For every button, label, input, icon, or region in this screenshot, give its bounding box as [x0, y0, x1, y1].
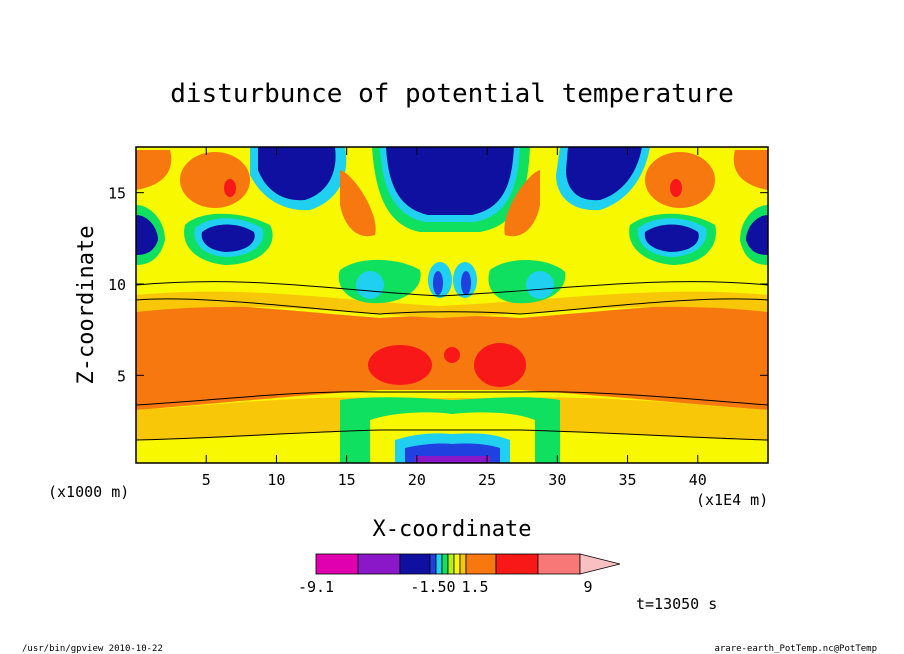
colorbar-swatch: [435, 553, 443, 575]
footer-left: /usr/bin/gpview 2010-10-22: [22, 644, 163, 654]
y-tick-label: 10: [108, 276, 126, 294]
colorbar-swatch: [399, 553, 431, 575]
x-tick-label: 35: [619, 471, 637, 489]
colorbar-tick-label: -9.1: [298, 578, 334, 596]
x-axis-label: X-coordinate: [373, 517, 532, 542]
x-tick-label: 30: [548, 471, 566, 489]
footer-right: arare-earth_PotTemp.nc@PotTemp: [714, 644, 877, 654]
y-axis-label: Z-coordinate: [74, 226, 99, 385]
y-tick-label: 5: [117, 367, 126, 385]
x-axis: 5 10 15 20 25 30 35 40: [202, 147, 707, 489]
colorbar-tick-label: -1.50: [410, 578, 455, 596]
colorbar-swatch: [459, 553, 467, 575]
x-tick-label: 25: [478, 471, 496, 489]
colorbar-swatch: [357, 553, 401, 575]
colorbar-tick-label: 9: [583, 578, 592, 596]
colorbar-tick-label: 1.5: [461, 578, 488, 596]
colorbar-swatch: [441, 553, 449, 575]
x-unit-label: (x1000 m): [48, 483, 129, 501]
colorbar-swatch: [465, 553, 497, 575]
colorbar-swatch: [315, 553, 359, 575]
contour-field: [136, 147, 768, 463]
colorbar-swatch: [447, 553, 455, 575]
colorbar-swatch: [495, 553, 539, 575]
colorbar-swatch: [453, 553, 461, 575]
plot-frame: [135, 146, 769, 464]
y-axis: 5 10 15: [108, 185, 768, 385]
chart-title: disturbunce of potential temperature: [170, 79, 734, 109]
y-tick-label: 15: [108, 185, 126, 203]
colorbar-extend-arrow: [579, 553, 621, 575]
x-tick-label: 20: [408, 471, 426, 489]
x-tick-label: 10: [267, 471, 285, 489]
x-tick-label: 5: [202, 471, 211, 489]
x-tick-label: 40: [689, 471, 707, 489]
time-label: t=13050 s: [636, 595, 717, 613]
colorbar-swatch: [429, 553, 437, 575]
colorbar: -9.1 -1.50 1.5 9: [298, 553, 621, 596]
x-tick-label: 15: [338, 471, 356, 489]
x-scale-label: (x1E4 m): [696, 491, 768, 509]
colorbar-swatch: [537, 553, 581, 575]
